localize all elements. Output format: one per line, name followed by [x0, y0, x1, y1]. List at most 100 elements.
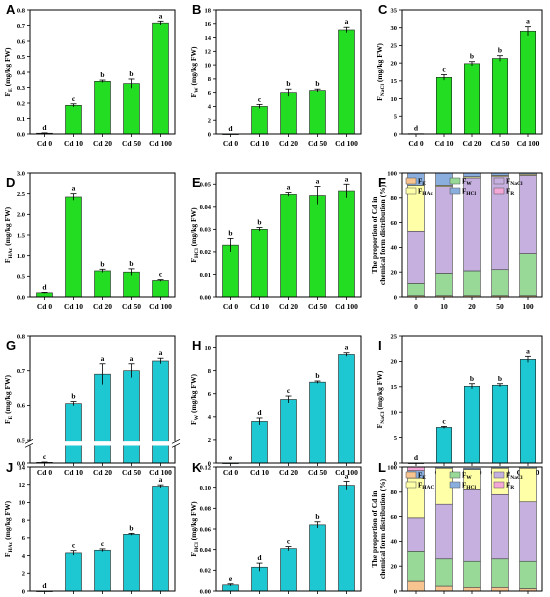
bar [519, 30, 536, 135]
significance-letter: e [229, 453, 233, 462]
y-axis-label: FNaCl (mg/kg FW) [375, 370, 386, 428]
y-label-sub: E [8, 415, 14, 419]
significance-letter: c [159, 270, 163, 279]
y-label-unit: (mg/kg FW) [375, 370, 384, 411]
significance-letter: c [287, 537, 291, 546]
y-tick-label: 15 [391, 384, 398, 391]
significance-letter: a [130, 354, 134, 363]
panel-label: I [378, 338, 382, 353]
stacked-segment [463, 270, 481, 297]
y-tick-label: 20 [391, 60, 398, 67]
axis-break-mark [24, 442, 34, 448]
legend-main: F [418, 472, 422, 480]
x-tick-label: 20 [468, 302, 476, 311]
legend-entry: FNaCl [506, 178, 523, 188]
significance-letter: c [43, 452, 47, 461]
significance-letter: b [315, 512, 319, 521]
y-label-main: F [189, 258, 198, 263]
y-tick-label: 0.06 [200, 526, 212, 533]
y-tick-label: 0 [394, 131, 397, 138]
significance-letter: c [442, 416, 446, 425]
stacked-segment [519, 467, 537, 503]
legend-main: F [462, 188, 466, 196]
x-tick-label: Cd 20 [93, 302, 112, 311]
y-tick-label: 0.01 [200, 272, 211, 279]
legend-swatch [405, 481, 417, 489]
x-tick-label: Cd 10 [250, 468, 269, 477]
significance-letter: b [71, 392, 75, 401]
stacked-segment [435, 186, 453, 274]
legend-swatch [449, 481, 461, 489]
bar [491, 384, 508, 464]
x-tick-label: Cd 20 [279, 302, 298, 311]
panel-label: K [192, 460, 202, 475]
y-tick-label: 5 [394, 114, 398, 121]
bar [435, 427, 452, 464]
x-tick-label: Cd 20 [93, 468, 112, 477]
x-tick-label: Cd 10 [64, 468, 83, 477]
y-label-main: F [375, 423, 384, 428]
y-label-unit: (mg/kg FW) [375, 43, 384, 84]
y-tick-label: 0.6 [17, 38, 26, 45]
legend-swatch [405, 177, 417, 185]
y-tick-label: 0.03 [200, 227, 212, 234]
significance-letter: b [315, 79, 319, 88]
significance-letter: e [229, 574, 233, 583]
y-tick-label: 1.0 [17, 253, 25, 260]
bar [280, 548, 297, 592]
y-label-sub: W [194, 87, 200, 93]
x-tick-label: Cd 10 [64, 302, 83, 311]
legend-main: F [462, 178, 466, 186]
legend-main: F [462, 482, 466, 490]
y-tick-label: 0.12 [200, 464, 211, 471]
legend-entry: FR [506, 188, 515, 198]
y-tick-label: 2.0 [17, 212, 25, 219]
bar [435, 77, 452, 135]
y-tick-label: 14 [19, 464, 26, 471]
y-tick-label: 30 [391, 25, 398, 32]
significance-letter: a [101, 354, 105, 363]
x-tick-label: Cd 20 [279, 139, 298, 148]
panel-e: E FHCl (mg/kg FW) 0.00 0.01 0.02 0.03 0.04 0.05… [189, 172, 362, 311]
x-tick-label: Cd 50 [491, 139, 510, 148]
x-tick-label: Cd 0 [408, 139, 423, 148]
legend-main: F [506, 472, 510, 480]
y-tick-label: 25 [391, 333, 398, 340]
y-label-sub: NaCl [380, 84, 386, 97]
legend-sub: HAC [422, 485, 434, 491]
y-label-unit: (mg/kg FW) [189, 374, 198, 415]
y-tick-label: 2 [208, 118, 211, 125]
y-axis-label: FHAc (mg/kg FW) [3, 206, 14, 263]
stacked-segment [463, 560, 481, 588]
x-tick-label: Cd 20 [279, 468, 298, 477]
y-label-unit: (mg/kg FW) [3, 374, 12, 415]
stacked-segment [407, 580, 425, 592]
y-tick-label: 12 [205, 49, 212, 56]
y-tick-label: 20 [391, 270, 398, 277]
panel-f: F The proportion of Cd in chemical form di… [370, 170, 543, 311]
legend-sub: W [466, 181, 472, 187]
legend-swatch [405, 471, 417, 479]
bar [65, 196, 82, 298]
significance-letter: b [498, 374, 502, 383]
y-tick-label: 100 [387, 464, 397, 471]
y-label-sub: W [194, 414, 200, 420]
y-tick-label: 5 [394, 435, 398, 442]
bar [123, 83, 140, 135]
significance-letter: a [287, 183, 291, 192]
y-label-main: F [189, 420, 198, 425]
y-label-main: F [375, 96, 384, 101]
legend-main: F [418, 178, 422, 186]
legend-swatch [493, 481, 505, 489]
y-tick-label: 35 [391, 7, 398, 14]
significance-letter: a [345, 17, 349, 26]
y-tick-label: 0.3 [17, 85, 26, 92]
x-tick-label: Cd 20 [463, 139, 482, 148]
y-label-unit: (mg/kg FW) [3, 206, 12, 247]
axis-break-gap [24, 441, 181, 446]
y-label-main: F [3, 258, 12, 263]
y-label-sub: NaCl [380, 411, 386, 424]
legend-swatch [449, 187, 461, 195]
bar [338, 485, 355, 592]
